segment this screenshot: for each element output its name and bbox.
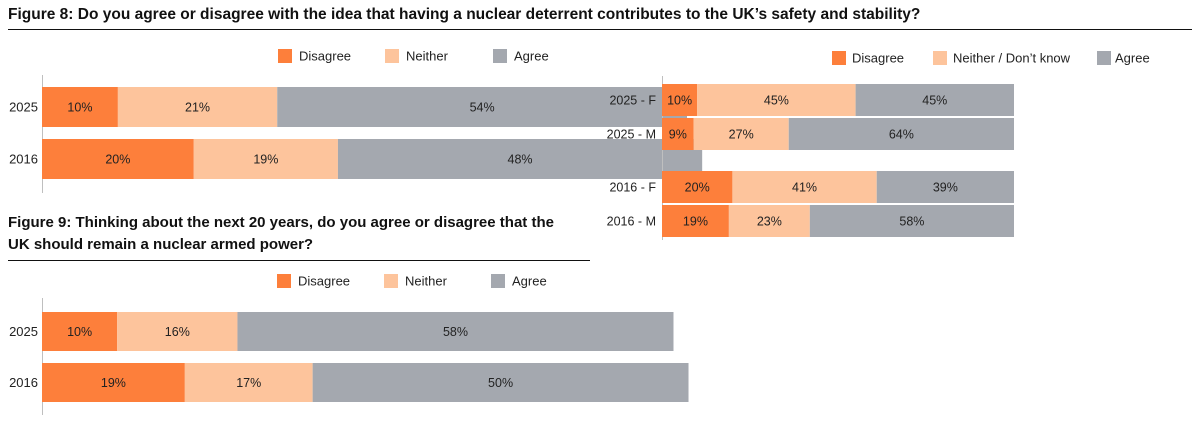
fig8-overall-legend-label-0: Disagree bbox=[299, 49, 351, 64]
fig8-gender-bar-label-1-1: 27% bbox=[729, 128, 754, 142]
figure-9-title-rule bbox=[8, 260, 590, 261]
figure-8-title-rule bbox=[8, 29, 1192, 30]
fig8-gender-category-label-1: 2025 - M bbox=[607, 128, 656, 142]
fig9-overall-category-label-0: 2025 bbox=[9, 324, 38, 339]
fig8-overall-bar-label-0-1: 21% bbox=[185, 101, 210, 115]
fig8-overall-bar-label-1-1: 19% bbox=[253, 153, 278, 167]
fig9-overall-legend-label-0: Disagree bbox=[298, 274, 350, 289]
fig8-gender-legend-swatch-2 bbox=[1097, 51, 1111, 65]
fig8-gender-bar-3-0 bbox=[662, 205, 729, 237]
fig8-gender-category-label-2: 2016 - F bbox=[609, 181, 656, 195]
fig8-overall-bar-1-1 bbox=[193, 139, 338, 179]
fig8-gender-bar-label-3-0: 19% bbox=[683, 215, 708, 229]
fig9-overall-bar-0-1 bbox=[117, 312, 238, 351]
fig8-gender-bar-2-0 bbox=[662, 171, 733, 203]
fig9-overall-bar-label-1-1: 17% bbox=[236, 376, 261, 390]
fig8-gender-category-label-0: 2025 - F bbox=[609, 94, 656, 108]
fig8-overall-category-label-1: 2016 bbox=[9, 152, 38, 167]
fig8-overall-category-label-0: 2025 bbox=[9, 100, 38, 115]
fig9-overall-legend-label-1: Neither bbox=[405, 274, 448, 289]
fig8-gender-bar-label-3-2: 58% bbox=[899, 215, 924, 229]
fig8-gender-bar-label-2-0: 20% bbox=[685, 181, 710, 195]
fig9-overall-legend-label-2: Agree bbox=[512, 274, 547, 289]
fig8-gender-bar-label-2-2: 39% bbox=[933, 181, 958, 195]
figure-9-title-line-1: Figure 9: Thinking about the next 20 yea… bbox=[8, 214, 554, 231]
fig9-overall-bar-1-0 bbox=[42, 363, 185, 402]
fig8-gender-bar-label-2-1: 41% bbox=[792, 181, 817, 195]
fig8-gender-legend-label-1: Neither / Don’t know bbox=[953, 51, 1071, 66]
fig8-gender-bar-2-1 bbox=[732, 171, 877, 203]
fig8-overall-bar-0-0 bbox=[42, 87, 118, 127]
fig8-overall-chart: Disagree Neither Agree 2025 10% 21% 54% 2016 20%… bbox=[9, 49, 703, 193]
fig8-overall-bar-1-0 bbox=[42, 139, 194, 179]
fig8-gender-bar-label-0-1: 45% bbox=[764, 94, 789, 108]
figure-8-title: Figure 8: Do you agree or disagree with … bbox=[8, 6, 921, 23]
fig9-overall-legend-swatch-0 bbox=[277, 274, 291, 288]
fig8-gender-bar-1-0 bbox=[662, 118, 694, 150]
fig8-overall-legend-swatch-0 bbox=[278, 49, 292, 63]
fig8-gender-legend-swatch-1 bbox=[933, 51, 947, 65]
fig9-overall-bar-0-2 bbox=[237, 312, 674, 351]
fig8-gender-bar-label-0-0: 10% bbox=[667, 94, 692, 108]
fig8-gender-bar-label-1-0: 9% bbox=[669, 128, 687, 142]
figure-9-title: Figure 9: Thinking about the next 20 yea… bbox=[8, 212, 554, 256]
fig9-overall-bar-1-1 bbox=[184, 363, 313, 402]
fig8-overall-bar-label-0-2: 54% bbox=[470, 101, 495, 115]
fig8-gender-category-label-3: 2016 - M bbox=[607, 215, 656, 229]
fig8-gender-bar-label-1-2: 64% bbox=[889, 128, 914, 142]
fig9-overall-category-label-1: 2016 bbox=[9, 375, 38, 390]
fig9-overall-bar-label-0-1: 16% bbox=[165, 325, 190, 339]
fig8-overall-bar-label-1-2: 48% bbox=[508, 153, 533, 167]
fig8-gender-bar-label-3-1: 23% bbox=[757, 215, 782, 229]
fig8-gender-bar-0-0 bbox=[662, 84, 698, 116]
fig9-overall-legend-swatch-2 bbox=[491, 274, 505, 288]
fig8-gender-bar-0-2 bbox=[855, 84, 1014, 116]
fig9-overall-chart: Disagree Neither Agree 2025 10% 16% 58% 2016 19%… bbox=[9, 274, 689, 415]
figure-9-title-line-2: UK should remain a nuclear armed power? bbox=[8, 236, 314, 253]
fig9-overall-bar-label-0-0: 10% bbox=[67, 325, 92, 339]
fig8-overall-legend-swatch-2 bbox=[493, 49, 507, 63]
fig8-gender-chart: Disagree Neither / Don’t know Agree 2025 - … bbox=[607, 51, 1150, 240]
fig8-gender-bar-3-1 bbox=[728, 205, 810, 237]
fig8-gender-legend-label-0: Disagree bbox=[852, 51, 904, 66]
fig8-overall-legend-swatch-1 bbox=[385, 49, 399, 63]
fig8-gender-bar-3-2 bbox=[809, 205, 1014, 237]
fig8-overall-bar-0-1 bbox=[117, 87, 278, 127]
fig8-overall-bar-label-1-0: 20% bbox=[105, 153, 130, 167]
fig8-gender-bar-1-1 bbox=[693, 118, 789, 150]
fig8-gender-bar-2-2 bbox=[876, 171, 1014, 203]
fig8-overall-bar-0-2 bbox=[277, 87, 687, 127]
fig8-overall-bar-1-2 bbox=[337, 139, 703, 179]
fig9-overall-bar-label-1-2: 50% bbox=[488, 376, 513, 390]
fig8-gender-legend-swatch-0 bbox=[832, 51, 846, 65]
fig9-overall-bar-label-0-2: 58% bbox=[443, 325, 468, 339]
fig9-overall-bar-1-2 bbox=[312, 363, 689, 402]
fig8-gender-bar-0-1 bbox=[697, 84, 856, 116]
fig8-gender-bar-label-0-2: 45% bbox=[922, 94, 947, 108]
fig9-overall-bar-label-1-0: 19% bbox=[101, 376, 126, 390]
fig8-overall-legend-label-1: Neither bbox=[406, 49, 449, 64]
fig9-overall-legend-swatch-1 bbox=[384, 274, 398, 288]
fig8-gender-bar-1-2 bbox=[788, 118, 1014, 150]
fig9-overall-bar-0-0 bbox=[42, 312, 118, 351]
fig8-overall-bar-label-0-0: 10% bbox=[67, 101, 92, 115]
fig8-gender-legend-label-2: Agree bbox=[1115, 51, 1150, 66]
fig8-overall-legend-label-2: Agree bbox=[514, 49, 549, 64]
